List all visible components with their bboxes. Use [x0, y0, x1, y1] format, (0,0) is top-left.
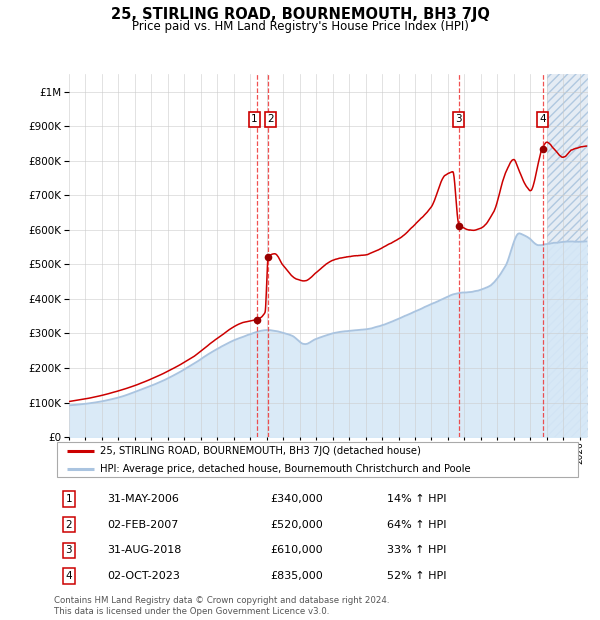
- Text: 14% ↑ HPI: 14% ↑ HPI: [386, 494, 446, 503]
- Text: 02-FEB-2007: 02-FEB-2007: [107, 520, 178, 529]
- Text: 64% ↑ HPI: 64% ↑ HPI: [386, 520, 446, 529]
- Text: £835,000: £835,000: [271, 572, 323, 582]
- Text: 33% ↑ HPI: 33% ↑ HPI: [386, 546, 446, 556]
- Text: 4: 4: [65, 572, 72, 582]
- Text: HPI: Average price, detached house, Bournemouth Christchurch and Poole: HPI: Average price, detached house, Bour…: [100, 464, 471, 474]
- Text: £610,000: £610,000: [271, 546, 323, 556]
- FancyBboxPatch shape: [56, 442, 578, 477]
- Text: 52% ↑ HPI: 52% ↑ HPI: [386, 572, 446, 582]
- Text: 31-MAY-2006: 31-MAY-2006: [107, 494, 179, 503]
- Text: 2: 2: [65, 520, 72, 529]
- Text: 02-OCT-2023: 02-OCT-2023: [107, 572, 179, 582]
- Text: £520,000: £520,000: [271, 520, 323, 529]
- Text: 1: 1: [65, 494, 72, 503]
- Text: 2: 2: [268, 114, 274, 124]
- Text: 25, STIRLING ROAD, BOURNEMOUTH, BH3 7JQ (detached house): 25, STIRLING ROAD, BOURNEMOUTH, BH3 7JQ …: [100, 446, 421, 456]
- Text: £340,000: £340,000: [271, 494, 323, 503]
- Text: Contains HM Land Registry data © Crown copyright and database right 2024.
This d: Contains HM Land Registry data © Crown c…: [54, 596, 389, 616]
- Text: 3: 3: [455, 114, 462, 124]
- Text: 1: 1: [251, 114, 257, 124]
- Text: 31-AUG-2018: 31-AUG-2018: [107, 546, 181, 556]
- Text: 25, STIRLING ROAD, BOURNEMOUTH, BH3 7JQ: 25, STIRLING ROAD, BOURNEMOUTH, BH3 7JQ: [110, 7, 490, 22]
- Text: Price paid vs. HM Land Registry's House Price Index (HPI): Price paid vs. HM Land Registry's House …: [131, 20, 469, 33]
- Text: 4: 4: [539, 114, 546, 124]
- Text: 3: 3: [65, 546, 72, 556]
